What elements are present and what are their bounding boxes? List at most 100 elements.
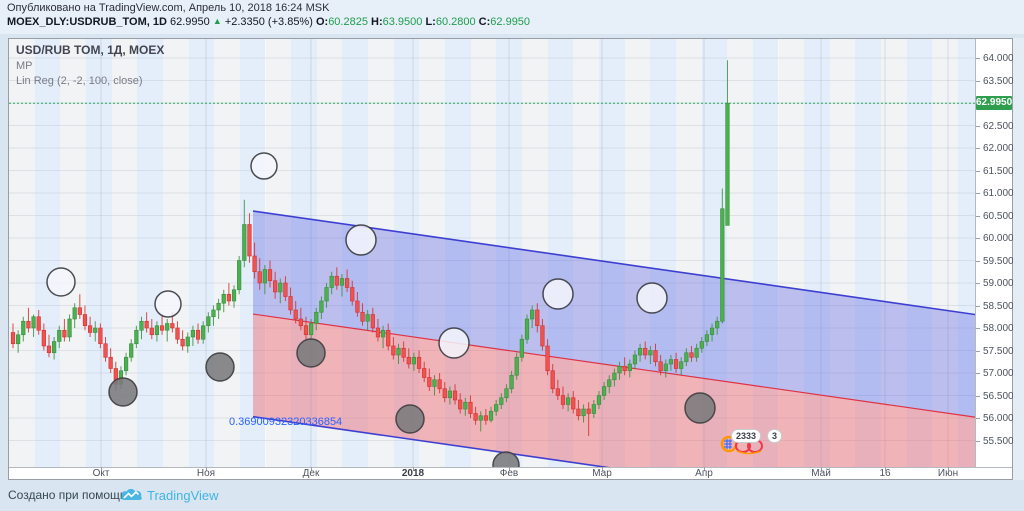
candle-body — [293, 309, 298, 320]
chart-circle-marker[interactable] — [205, 352, 235, 382]
price-tick-label: 62.0000 — [983, 143, 1020, 154]
candle-body — [576, 408, 581, 417]
candle-body — [144, 320, 149, 329]
candle-body — [488, 410, 494, 421]
session-stripe — [727, 39, 753, 467]
time-tick-label: 16 — [879, 468, 891, 479]
chart-circle-marker[interactable] — [345, 224, 377, 256]
chart-canvas[interactable] — [9, 39, 975, 467]
last-price-text: 62.9950 — [170, 16, 210, 28]
chart-circle-marker[interactable] — [296, 338, 326, 368]
channel-upper-line[interactable] — [252, 210, 975, 316]
chart-annotation[interactable]: 2333 3 — [719, 429, 789, 455]
annotation-badge-1[interactable]: 2333 — [731, 429, 762, 443]
candle-body — [370, 314, 375, 329]
regression-channel-upper-fill[interactable] — [253, 211, 975, 418]
price-tick-dash — [976, 215, 980, 217]
chart-circle-marker[interactable] — [108, 377, 138, 407]
candles-layer[interactable] — [10, 60, 730, 436]
candle-body — [447, 390, 453, 399]
session-stripe — [496, 39, 522, 467]
session-stripe — [881, 39, 907, 467]
candle-body — [103, 343, 108, 358]
candle-body — [129, 343, 134, 358]
chart-circle-marker[interactable] — [154, 290, 182, 318]
session-stripe — [573, 39, 599, 467]
price-axis[interactable]: 64.0000 63.5000 62.5000 62.0000 61.5000 61.00… — [975, 39, 1019, 467]
candle-body — [72, 307, 77, 320]
legend-indicator-linreg[interactable]: Lin Reg (2, -2, 100, close) — [16, 75, 143, 88]
channel-middle-line[interactable] — [252, 313, 975, 418]
price-tick-label: 57.5000 — [983, 345, 1020, 357]
candle-body — [16, 334, 21, 345]
candle-body — [427, 377, 432, 387]
chart-circle-marker[interactable] — [636, 282, 668, 314]
channel-lower-line[interactable] — [252, 415, 975, 467]
session-stripe — [9, 39, 35, 467]
tradingview-logo-icon[interactable] — [120, 487, 143, 503]
chart-circle-marker[interactable] — [250, 152, 278, 180]
candle-body — [622, 365, 627, 372]
candle-body — [632, 354, 638, 365]
candle-body — [406, 356, 411, 365]
session-stripe — [265, 39, 292, 467]
candle-body — [560, 395, 566, 405]
candle-body — [725, 102, 730, 226]
regression-channel-lower-fill[interactable] — [253, 314, 975, 467]
time-tick-label: 2018 — [401, 468, 425, 479]
time-axis[interactable]: Окт Ноя Дек 2018 Фев Мар Апр Май 16 Июн — [9, 467, 1012, 479]
price-tick-dash — [976, 395, 980, 397]
chart-circle-marker[interactable] — [46, 267, 76, 297]
published-line: Опубликовано на TradingView.com, Апрель … — [7, 2, 330, 14]
tradingview-brand-link[interactable]: TradingView — [147, 488, 219, 503]
candle-body — [226, 293, 231, 302]
session-stripe — [214, 39, 240, 467]
price-tick-dash — [976, 418, 980, 419]
legend-symbol-title[interactable]: USD/RUB TOM, 1Д, MOEX — [16, 43, 165, 57]
candle-body — [396, 347, 401, 356]
session-stripe — [393, 39, 420, 467]
chart-legend[interactable]: USD/RUB TOM, 1Д, MOEX MP Lin Reg (2, -2,… — [16, 42, 164, 90]
candle-body — [360, 311, 365, 322]
candle-body — [555, 388, 560, 396]
legend-indicator-mp[interactable]: MP — [16, 59, 33, 72]
candle-body — [237, 260, 242, 291]
chart-circle-marker[interactable] — [492, 451, 520, 467]
annotation-scribble-icon — [720, 435, 763, 455]
candle-body — [206, 316, 211, 327]
candle-body — [673, 359, 679, 369]
price-tick-label: 59.0000 — [983, 278, 1020, 289]
chart-circle-marker[interactable] — [542, 278, 574, 310]
price-chart[interactable]: USD/RUB TOM, 1Д, MOEX MP Lin Reg (2, -2,… — [9, 39, 975, 467]
price-tick-dash — [976, 440, 980, 442]
candle-body — [344, 278, 350, 288]
candle-body — [298, 318, 303, 327]
candle-body — [509, 374, 514, 390]
chart-circle-marker[interactable] — [395, 404, 425, 434]
price-tick-dash — [976, 148, 980, 149]
candle-body — [627, 363, 632, 372]
chart-circle-marker[interactable] — [684, 392, 716, 424]
candle-body — [545, 345, 550, 372]
candle-body — [591, 404, 596, 414]
candle-body — [195, 329, 201, 340]
chart-circle-marker[interactable] — [438, 327, 470, 359]
session-stripe — [958, 39, 975, 467]
annotation-badge-2[interactable]: 3 — [767, 429, 783, 443]
candle-body — [273, 280, 278, 293]
candle-body — [380, 329, 386, 338]
footer — [0, 480, 1024, 511]
time-tick-dash — [821, 467, 822, 471]
candle-body — [267, 269, 273, 282]
time-tick-dash — [413, 467, 414, 471]
candle-body — [134, 329, 139, 345]
time-tick-label: Дек — [302, 468, 320, 479]
candle-body — [648, 350, 653, 356]
candle-body — [514, 356, 519, 376]
price-tick-dash — [976, 193, 980, 194]
time-tick-label: Май — [811, 468, 831, 479]
candle-body — [571, 397, 576, 410]
price-tick-label: 56.0000 — [983, 413, 1020, 424]
candle-body — [689, 352, 694, 358]
low-value: 60.2800 — [435, 16, 476, 28]
